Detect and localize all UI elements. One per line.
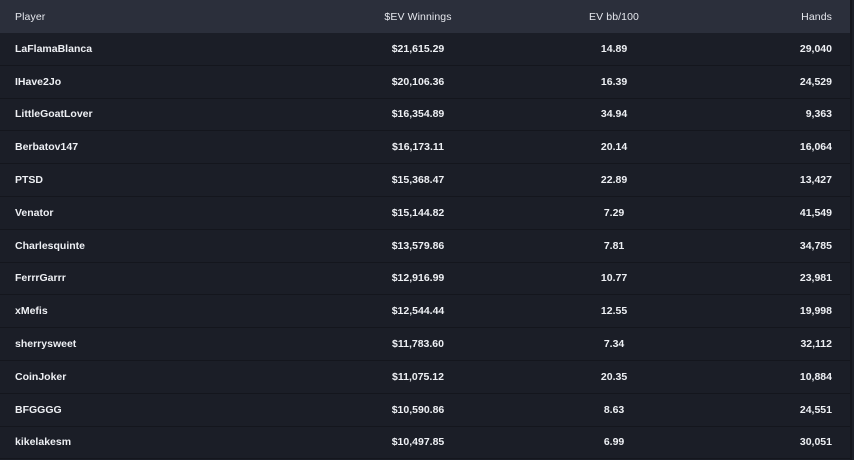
table-row[interactable]: BFGGGG $10,590.86 8.63 24,551 <box>0 394 850 427</box>
ev-bb100-cell: 6.99 <box>603 436 625 449</box>
ev-bb100-cell: 14.89 <box>600 42 628 55</box>
table-row[interactable]: PTSD $15,368.47 22.89 13,427 <box>0 164 850 197</box>
ev-winnings-cell: $10,497.85 <box>391 436 445 449</box>
ev-bb100-cell: 20.14 <box>600 141 628 154</box>
ev-winnings-cell: $16,173.11 <box>392 141 444 154</box>
player-name-cell: LaFlamaBlanca <box>15 42 93 55</box>
player-name-cell: CoinJoker <box>15 370 67 383</box>
table-row[interactable]: LaFlamaBlanca $21,615.29 14.89 29,040 <box>0 33 850 66</box>
hands-cell: 41,549 <box>799 206 832 219</box>
player-name-cell: IHave2Jo <box>15 75 62 88</box>
ev-winnings-cell: $16,354.89 <box>391 108 445 121</box>
ev-winnings-cell: $15,144.82 <box>391 206 445 219</box>
hands-cell: 29,040 <box>799 42 832 55</box>
hands-cell: 30,051 <box>799 436 832 449</box>
player-name-cell: BFGGGG <box>15 403 62 416</box>
hands-cell: 10,884 <box>799 370 832 383</box>
hands-cell: 24,529 <box>799 75 832 88</box>
hands-cell: 34,785 <box>799 239 832 252</box>
table-row[interactable]: Venator $15,144.82 7.29 41,549 <box>0 197 850 230</box>
ev-bb100-cell: 34.94 <box>600 108 628 121</box>
ev-bb100-cell: 7.81 <box>603 239 625 252</box>
ev-bb100-cell: 12.55 <box>600 305 628 318</box>
hands-cell: 23,981 <box>799 272 832 285</box>
player-name-cell: Charlesquinte <box>15 239 86 252</box>
player-name-cell: FerrrGarrr <box>15 272 66 285</box>
ev-winnings-cell: $13,579.86 <box>391 239 445 252</box>
player-name-cell: LittleGoatLover <box>15 108 93 121</box>
ev-winnings-cell: $21,615.29 <box>391 42 445 55</box>
table-row[interactable]: CoinJoker $11,075.12 20.35 10,884 <box>0 361 850 394</box>
player-name-cell: xMefis <box>15 305 48 318</box>
ev-bb100-cell: 7.34 <box>603 338 625 351</box>
column-header-hands[interactable]: Hands <box>801 10 832 23</box>
ev-bb100-cell: 7.29 <box>603 206 625 219</box>
player-name-cell: sherrysweet <box>15 338 77 351</box>
table-body: LaFlamaBlanca $21,615.29 14.89 29,040 IHave2… <box>0 33 850 460</box>
table-header: Player $EV Winnings EV bb/100 Hands <box>0 0 850 33</box>
hands-cell: 16,064 <box>799 141 832 154</box>
hands-cell: 13,427 <box>799 174 832 187</box>
player-name-cell: PTSD <box>15 174 44 187</box>
hands-cell: 24,551 <box>799 403 832 416</box>
ev-winnings-cell: $11,075.12 <box>392 370 444 383</box>
column-header-ev-winnings[interactable]: $EV Winnings <box>384 10 452 23</box>
table-row[interactable]: kikelakesm $10,497.85 6.99 30,051 <box>0 427 850 460</box>
player-name-cell: Venator <box>15 206 54 219</box>
ev-winnings-cell: $10,590.86 <box>391 403 445 416</box>
ev-winnings-cell: $15,368.47 <box>391 174 445 187</box>
ev-bb100-cell: 10.77 <box>600 272 628 285</box>
column-header-player[interactable]: Player <box>15 10 46 23</box>
player-name-cell: kikelakesm <box>15 436 72 449</box>
ev-bb100-cell: 20.35 <box>600 370 628 383</box>
table-row[interactable]: IHave2Jo $20,106.36 16.39 24,529 <box>0 66 850 99</box>
table-row[interactable]: xMefis $12,544.44 12.55 19,998 <box>0 295 850 329</box>
table-row[interactable]: LittleGoatLover $16,354.89 34.94 9,363 <box>0 99 850 132</box>
ev-bb100-cell: 22.89 <box>600 174 628 187</box>
ev-winnings-cell: $11,783.60 <box>392 338 444 351</box>
table-row[interactable]: Berbatov147 $16,173.11 20.14 16,064 <box>0 131 850 165</box>
ev-winnings-cell: $12,544.44 <box>391 305 445 318</box>
ev-winnings-cell: $12,916.99 <box>391 272 445 285</box>
table-row[interactable]: FerrrGarrr $12,916.99 10.77 23,981 <box>0 263 850 296</box>
player-name-cell: Berbatov147 <box>15 141 79 154</box>
table-row[interactable]: Charlesquinte $13,579.86 7.81 34,785 <box>0 230 850 263</box>
ev-bb100-cell: 16.39 <box>600 75 628 88</box>
hands-cell: 9,363 <box>805 108 832 121</box>
column-header-ev-bb100[interactable]: EV bb/100 <box>589 10 639 23</box>
hands-cell: 32,112 <box>800 338 832 351</box>
ev-bb100-cell: 8.63 <box>603 403 625 416</box>
ev-winnings-cell: $20,106.36 <box>391 75 445 88</box>
hands-cell: 19,998 <box>799 305 832 318</box>
table-row[interactable]: sherrysweet $11,783.60 7.34 32,112 <box>0 328 850 361</box>
